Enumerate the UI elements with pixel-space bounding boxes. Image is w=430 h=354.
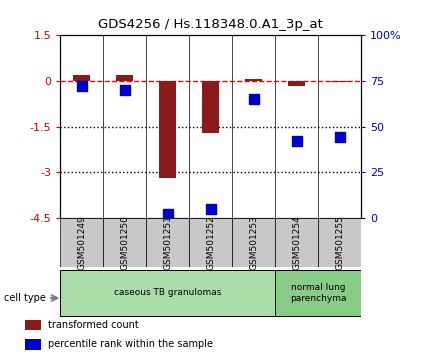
Point: [164, 211, 171, 217]
Point: [293, 138, 300, 144]
Bar: [25, 339, 41, 349]
Bar: [245, 79, 262, 81]
Point: [207, 206, 214, 211]
Text: transformed count: transformed count: [47, 320, 138, 330]
Text: GSM501249: GSM501249: [77, 216, 86, 270]
Point: [250, 96, 257, 102]
FancyBboxPatch shape: [189, 218, 232, 267]
Title: GDS4256 / Hs.118348.0.A1_3p_at: GDS4256 / Hs.118348.0.A1_3p_at: [98, 18, 323, 32]
Text: percentile rank within the sample: percentile rank within the sample: [47, 339, 212, 349]
Text: cell type: cell type: [4, 293, 46, 303]
Bar: [116, 75, 133, 81]
Point: [121, 87, 128, 93]
Text: GSM501253: GSM501253: [249, 215, 258, 270]
Bar: [25, 320, 41, 330]
FancyBboxPatch shape: [275, 270, 361, 316]
FancyBboxPatch shape: [103, 218, 146, 267]
Text: GSM501255: GSM501255: [335, 215, 344, 270]
Text: GSM501252: GSM501252: [206, 216, 215, 270]
Bar: [159, 81, 176, 178]
Point: [78, 84, 85, 89]
FancyBboxPatch shape: [232, 218, 275, 267]
Text: GSM501251: GSM501251: [163, 215, 172, 270]
Bar: [73, 75, 90, 81]
Text: GSM501250: GSM501250: [120, 215, 129, 270]
FancyBboxPatch shape: [275, 218, 318, 267]
Point: [336, 135, 343, 140]
Text: caseous TB granulomas: caseous TB granulomas: [114, 289, 221, 297]
FancyBboxPatch shape: [60, 218, 103, 267]
FancyBboxPatch shape: [318, 218, 361, 267]
FancyBboxPatch shape: [146, 218, 189, 267]
Text: normal lung
parenchyma: normal lung parenchyma: [290, 283, 347, 303]
Bar: [331, 81, 348, 82]
FancyBboxPatch shape: [60, 270, 275, 316]
Text: GSM501254: GSM501254: [292, 216, 301, 270]
Bar: [288, 81, 305, 86]
Bar: [202, 81, 219, 133]
